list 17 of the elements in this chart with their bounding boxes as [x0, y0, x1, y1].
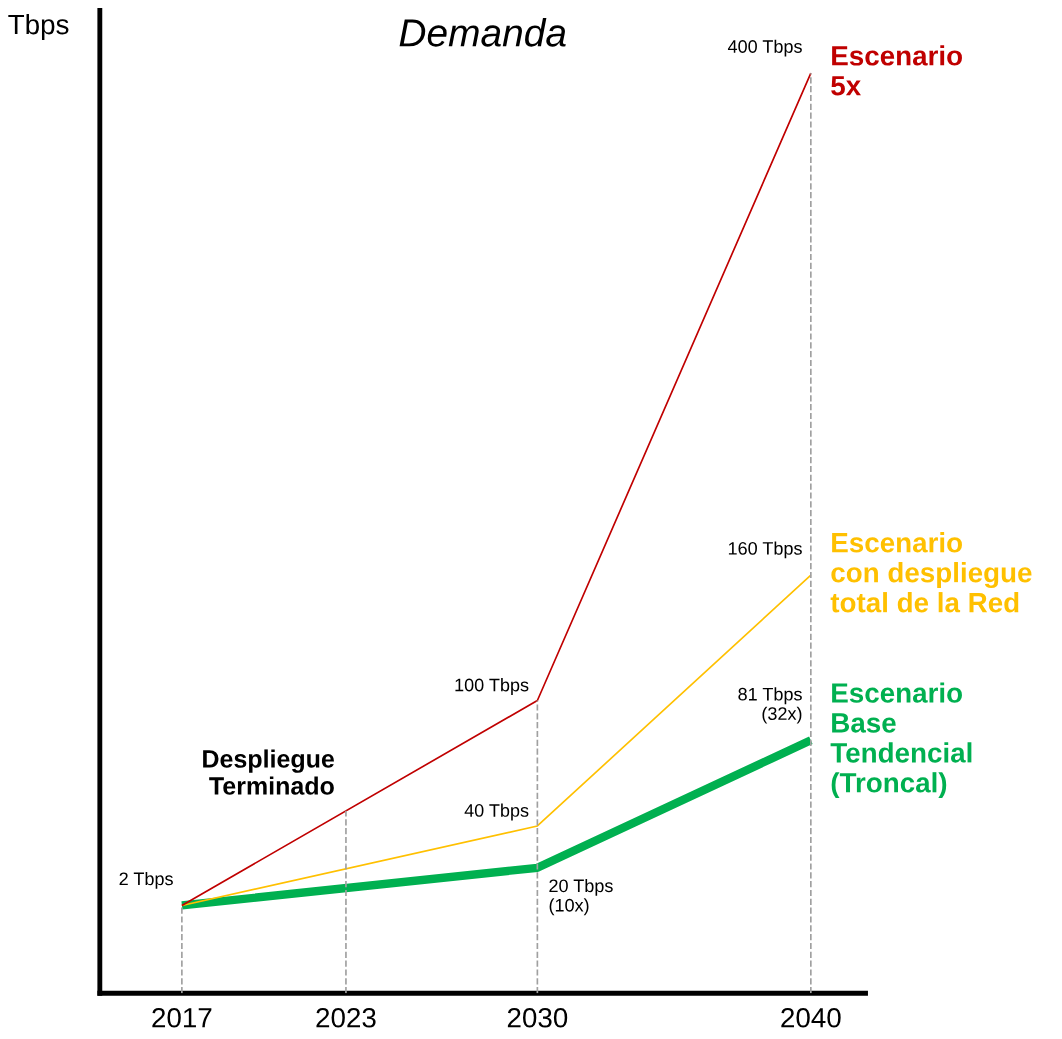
data-label: 160 Tbps [728, 541, 802, 559]
x-tick-label: 2040 [781, 1007, 841, 1028]
data-label: 100 Tbps [455, 678, 529, 695]
data-label: 20 Tbps (10x) [549, 878, 613, 916]
x-tick-label: 2030 [507, 1007, 568, 1028]
x-tick-label: 2017 [152, 1007, 212, 1028]
y-axis-title: Tbps [8, 13, 69, 40]
ref-line-label: Despliegue Terminado [203, 749, 334, 795]
x-tick-label: 2023 [316, 1007, 376, 1028]
series-label: Escenario con despliegue total de la Red [830, 532, 1032, 613]
data-label: 81 Tbps (32x) [738, 687, 802, 724]
series-label: Escenario 5x [831, 45, 962, 96]
data-label: 2 Tbps [119, 871, 173, 889]
data-label: 400 Tbps [727, 39, 802, 57]
series-label: Escenario Base Tendencial (Troncal) [830, 682, 972, 799]
chart-title: Demanda [399, 18, 566, 47]
data-label: 40 Tbps [464, 803, 529, 821]
